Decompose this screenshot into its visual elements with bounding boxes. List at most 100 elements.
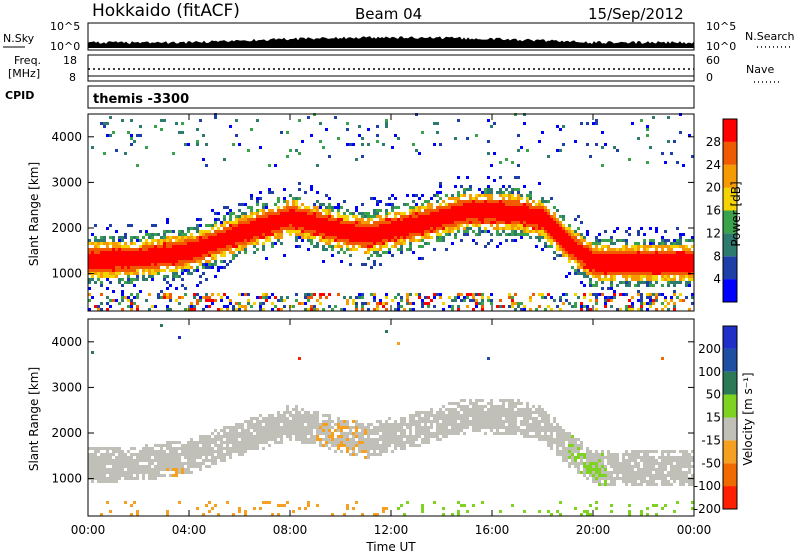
power-cell	[556, 248, 559, 251]
power-cell	[601, 131, 604, 134]
velocity-cell	[544, 414, 547, 417]
velocity-cell	[457, 510, 460, 513]
power-cell	[133, 257, 136, 260]
power-cell	[577, 263, 580, 266]
power-cell	[496, 200, 499, 203]
power-cell	[520, 221, 523, 224]
power-cell	[439, 215, 442, 218]
power-cell	[421, 227, 424, 230]
power-cell	[490, 164, 493, 167]
velocity-cell	[478, 429, 481, 432]
power-cell	[457, 215, 460, 218]
power-cell	[103, 260, 106, 263]
power-cell	[682, 257, 685, 260]
power-cell	[673, 239, 676, 242]
power-cell	[448, 215, 451, 218]
power-cell	[469, 221, 472, 224]
power-cell	[193, 305, 196, 308]
cpid-value: themis -3300	[93, 92, 189, 107]
power-cell	[319, 221, 322, 224]
power-cell	[385, 236, 388, 239]
power-cell	[208, 299, 211, 302]
velocity-cell	[421, 510, 424, 513]
power-cell	[406, 236, 409, 239]
power-cell	[367, 233, 370, 236]
velocity-cell	[127, 459, 130, 462]
power-cell	[355, 308, 358, 311]
velocity-cell	[364, 426, 367, 429]
velocity-cell	[118, 453, 121, 456]
power-cell	[421, 194, 424, 197]
velocity-cell	[91, 456, 94, 459]
velocity-cell	[484, 405, 487, 408]
velocity-cell	[232, 450, 235, 453]
power-cell	[121, 254, 124, 257]
velocity-cell	[283, 504, 286, 507]
velocity-cell	[379, 447, 382, 450]
power-cell	[637, 278, 640, 281]
velocity-cell	[187, 444, 190, 447]
velocity-cell	[187, 441, 190, 444]
power-cell	[301, 203, 304, 206]
velocity-cell	[388, 444, 391, 447]
power-cell	[127, 296, 130, 299]
power-cell	[97, 239, 100, 242]
power-cell	[235, 236, 238, 239]
power-cell	[307, 236, 310, 239]
power-cell	[337, 212, 340, 215]
power-cell	[430, 206, 433, 209]
power-cell	[487, 197, 490, 200]
velocity-cell	[511, 405, 514, 408]
velocity-cell	[436, 411, 439, 414]
power-cell	[670, 278, 673, 281]
power-cell	[205, 248, 208, 251]
velocity-cell	[238, 444, 241, 447]
power-cell	[640, 119, 643, 122]
power-cell	[595, 245, 598, 248]
power-cell	[352, 299, 355, 302]
power-cell	[655, 299, 658, 302]
power-cell	[364, 215, 367, 218]
power-cell	[301, 302, 304, 305]
power-cell	[430, 215, 433, 218]
velocity-cell	[298, 507, 301, 510]
power-cell	[286, 212, 289, 215]
velocity-cell	[535, 423, 538, 426]
power-cell	[442, 236, 445, 239]
velocity-cell	[403, 441, 406, 444]
velocity-cell	[91, 480, 94, 483]
power-cell	[400, 242, 403, 245]
velocity-cell	[346, 444, 349, 447]
power-cell	[217, 233, 220, 236]
power-cell	[259, 305, 262, 308]
power-cell	[376, 209, 379, 212]
power-cell	[643, 254, 646, 257]
velocity-cell	[322, 426, 325, 429]
power-cell	[529, 215, 532, 218]
velocity-cell	[478, 408, 481, 411]
velocity-cell	[274, 438, 277, 441]
velocity-cell	[94, 477, 97, 480]
nave-tick-top: 60	[706, 54, 720, 67]
power-cell	[520, 194, 523, 197]
velocity-cell	[235, 432, 238, 435]
velocity-cell	[352, 420, 355, 423]
power-cell	[169, 245, 172, 248]
power-cell	[253, 242, 256, 245]
power-cell	[160, 269, 163, 272]
power-cell	[175, 248, 178, 251]
power-cell	[295, 227, 298, 230]
power-cell	[160, 263, 163, 266]
power-cell	[562, 230, 565, 233]
velocity-cell	[286, 435, 289, 438]
power-cell	[148, 245, 151, 248]
velocity-cell	[217, 456, 220, 459]
velocity-cell	[328, 447, 331, 450]
power-cell	[574, 218, 577, 221]
power-cell	[490, 233, 493, 236]
power-cell	[529, 224, 532, 227]
power-cell	[664, 251, 667, 254]
power-cell	[625, 251, 628, 254]
velocity-cell	[289, 414, 292, 417]
